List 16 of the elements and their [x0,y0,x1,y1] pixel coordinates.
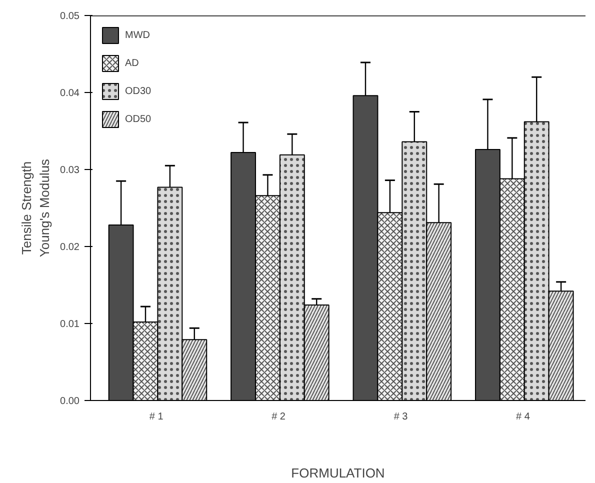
y-tick-label: 0.04 [60,88,80,99]
x-tick-label: # 1 [149,412,164,422]
legend-label: OD30 [125,86,152,96]
x-tick-label: # 2 [272,412,286,422]
x-axis-title: FORMULATION [291,466,385,480]
legend-label: OD50 [125,114,152,124]
legend-label: MWD [125,30,150,40]
y-tick-label: 0.05 [60,11,80,22]
legend-label: AD [125,58,140,68]
y-tick-label: 0.01 [60,319,80,330]
x-tick-label: # 4 [516,412,530,422]
y-tick-label: 0.03 [60,165,80,176]
x-tick-label: # 3 [394,412,408,422]
y-tick-label: 0.02 [60,242,80,253]
y-axis-title: Tensile Strength Young's Modulus [19,158,52,258]
y-tick-label: 0.00 [60,396,80,407]
